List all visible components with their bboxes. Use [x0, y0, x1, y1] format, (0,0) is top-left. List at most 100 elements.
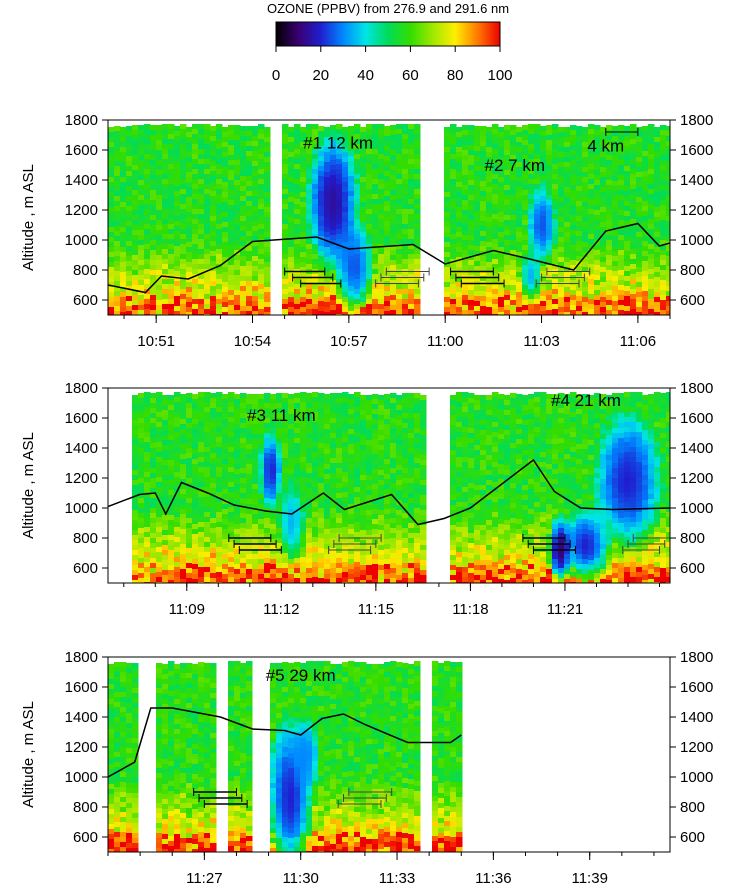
y-tick-label-left: 1600	[65, 142, 98, 159]
measurement-segment	[532, 546, 576, 554]
y-tick-label-right: 800	[680, 530, 705, 547]
panel-2: 600 600 800 800 1000 1000 1200 1200 1400 1400 1600…	[20, 380, 713, 618]
y-tick-label-left: 600	[73, 560, 98, 577]
colorbar-gradient	[275, 21, 501, 47]
x-tick-label: 11:15	[358, 601, 394, 618]
measurement-segment	[627, 540, 666, 548]
plume-annotation: #5 29 km	[266, 666, 336, 685]
measurement-segment	[193, 788, 237, 796]
scale-bar	[605, 128, 639, 136]
y-axis-label: Altitude , m ASL	[20, 164, 37, 271]
y-tick-label-left: 1800	[65, 112, 98, 129]
y-tick-label-left: 1000	[65, 232, 98, 249]
boundary-layer-line	[108, 458, 670, 526]
measurement-segment	[338, 534, 382, 542]
y-tick-label-right: 1400	[680, 440, 713, 457]
colorbar-tick-label: 60	[402, 67, 419, 84]
measurement-segment	[622, 546, 660, 554]
x-tick-label: 11:27	[186, 870, 222, 887]
plume-annotation: #3 11 km	[247, 406, 316, 425]
measurement-segment	[385, 267, 430, 276]
plume-annotation: #4 21 km	[551, 391, 621, 410]
y-tick-label-left: 1600	[65, 410, 98, 427]
y-tick-label-left: 1200	[65, 470, 98, 487]
colorbar-tick-label: 20	[312, 67, 329, 84]
y-axis-label: Altitude , m ASL	[20, 432, 37, 539]
x-tick-label: 11:18	[452, 601, 488, 618]
y-tick-label-right: 1800	[680, 380, 713, 397]
colorbar-tick-label: 80	[447, 67, 464, 84]
measurement-segment	[535, 279, 580, 288]
y-tick-label-right: 1200	[680, 202, 713, 219]
measurement-segment	[348, 788, 393, 796]
x-tick-label: 11:06	[620, 333, 656, 350]
y-tick-label-left: 1400	[65, 709, 98, 726]
x-tick-label: 11:39	[571, 870, 607, 887]
y-tick-label-left: 800	[73, 530, 98, 547]
plume-annotation: #2 7 km	[485, 156, 545, 175]
y-tick-label-right: 1200	[680, 739, 713, 756]
measurement-segment	[328, 546, 372, 554]
x-tick-label: 11:30	[282, 870, 318, 887]
plot-frame	[107, 656, 671, 853]
y-tick-label-right: 1800	[680, 112, 713, 129]
boundary-layer-line	[108, 707, 462, 778]
x-tick-label: 11:36	[475, 870, 511, 887]
x-tick-label: 10:57	[330, 333, 368, 350]
measurement-segment	[233, 540, 277, 548]
y-tick-label-right: 1200	[680, 470, 713, 487]
y-tick-label-left: 1600	[65, 679, 98, 696]
y-tick-label-right: 1600	[680, 679, 713, 696]
y-tick-label-left: 1200	[65, 202, 98, 219]
measurement-segment	[527, 540, 571, 548]
measurement-segment	[228, 534, 272, 542]
colorbar-ticks: 0 20 40 60 80 100	[272, 46, 513, 84]
plume-annotation: 4 km	[587, 137, 624, 156]
measurement-segment	[337, 800, 382, 808]
colorbar-tick-label: 100	[487, 67, 512, 84]
plot-frame	[107, 387, 671, 584]
x-tick-label: 11:12	[263, 601, 299, 618]
y-tick-label-right: 1800	[680, 649, 713, 666]
measurement-segment	[546, 267, 591, 276]
measurement-segment	[450, 267, 494, 276]
heatmap-field	[132, 392, 670, 583]
heatmap-field	[108, 661, 463, 852]
y-tick-label-right: 600	[680, 560, 705, 577]
y-tick-label-left: 1800	[65, 380, 98, 397]
y-tick-label-left: 800	[73, 799, 98, 816]
y-tick-label-right: 800	[680, 262, 705, 279]
colorbar: OZONE (PPBV) from 276.9 and 291.6 nm 0 20…	[267, 1, 513, 84]
plume-annotation: #1 12 km	[303, 134, 373, 153]
x-tick-label: 11:03	[523, 333, 559, 350]
y-tick-label-left: 800	[73, 262, 98, 279]
y-tick-label-left: 1800	[65, 649, 98, 666]
colorbar-tick-label: 0	[272, 67, 280, 84]
heatmap-field	[108, 124, 670, 315]
panel-1: 600 600 800 800 1000 1000 1200 1200 1400 1400 1600…	[20, 112, 713, 350]
measurement-segment	[203, 800, 248, 808]
y-tick-label-right: 1000	[680, 769, 713, 786]
x-tick-label: 11:33	[379, 870, 415, 887]
measurement-segment	[522, 534, 566, 542]
y-tick-label-left: 1200	[65, 739, 98, 756]
y-tick-label-right: 600	[680, 292, 705, 309]
boundary-layer-line	[108, 222, 670, 294]
panel-3: 600 600 800 800 1000 1000 1200 1200 1400 1400 1600…	[20, 649, 713, 887]
y-tick-label-left: 600	[73, 292, 98, 309]
x-tick-label: 11:00	[427, 333, 463, 350]
y-tick-label-right: 1000	[680, 232, 713, 249]
y-tick-label-right: 1000	[680, 500, 713, 517]
colorbar-title: OZONE (PPBV) from 276.9 and 291.6 nm	[267, 1, 509, 16]
plot-frame	[107, 119, 671, 316]
y-tick-label-left: 1000	[65, 769, 98, 786]
measurement-segment	[292, 273, 334, 282]
x-tick-label: 11:21	[547, 601, 583, 618]
y-tick-label-right: 800	[680, 799, 705, 816]
measurement-segment	[238, 546, 282, 554]
measurement-segment	[284, 267, 326, 276]
y-tick-label-right: 1400	[680, 709, 713, 726]
measurement-segment	[460, 279, 505, 288]
measurement-segment	[541, 273, 585, 282]
